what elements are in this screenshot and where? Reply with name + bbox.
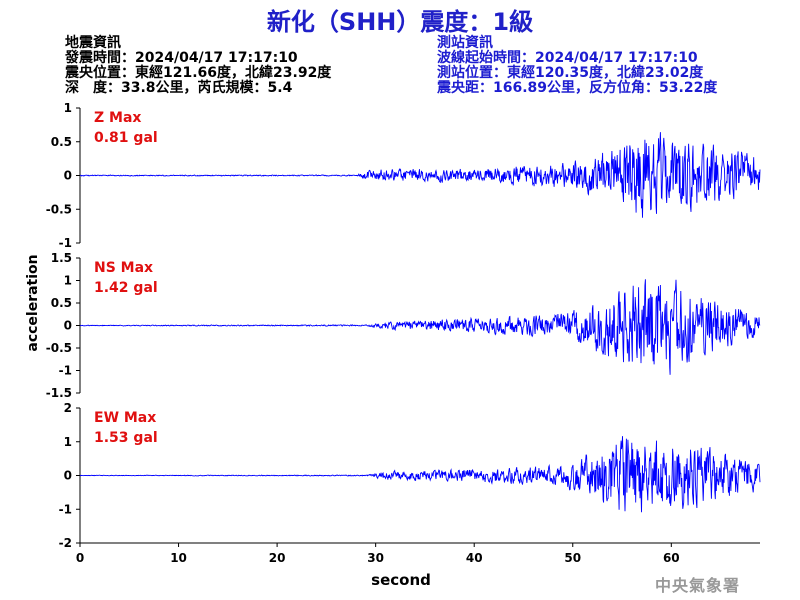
x-tick-label: 60 <box>663 551 680 565</box>
depth-magnitude: 深 度：33.8公里，芮氏規模：5.4 <box>65 80 293 96</box>
x-tick-label: 10 <box>170 551 187 565</box>
panel-max-EW: 1.53 gal <box>94 430 158 446</box>
x-tick-label: 50 <box>564 551 581 565</box>
y-tick-label: 1 <box>64 435 72 449</box>
x-tick-label: 20 <box>269 551 286 565</box>
y-axis-title: acceleration <box>25 254 41 351</box>
earthquake-info: 地震資訊 發震時間：2024/04/17 17:17:10 震央位置：東經121… <box>65 36 331 96</box>
panel-max-Z: 0.81 gal <box>94 130 158 146</box>
chart-title: 新化（SHH）震度：1級 <box>266 8 534 36</box>
y-tick-label: -1.5 <box>46 386 72 400</box>
panel-label-Z: Z Max <box>94 110 141 126</box>
panel-label-EW: EW Max <box>94 410 156 426</box>
y-tick-label: 0.5 <box>51 296 72 310</box>
waveform-EW <box>79 436 761 513</box>
y-tick-label: 1 <box>64 274 72 288</box>
waveform-start-time: 波線起始時間：2024/04/17 17:17:10 <box>437 50 698 66</box>
y-tick-label: 1.5 <box>51 251 72 265</box>
earthquake-time: 發震時間：2024/04/17 17:17:10 <box>65 50 298 66</box>
y-tick-label: -0.5 <box>46 341 72 355</box>
station-info: 測站資訊 波線起始時間：2024/04/17 17:17:10 測站位置：東經1… <box>437 36 717 96</box>
y-tick-label: 2 <box>64 401 72 415</box>
panel-max-NS: 1.42 gal <box>94 280 158 296</box>
x-axis-title: second <box>371 571 431 589</box>
epicenter-location: 震央位置：東經121.66度，北緯23.92度 <box>65 65 332 81</box>
distance-azimuth: 震央距：166.89公里，反方位角：53.22度 <box>437 80 718 96</box>
y-tick-label: 0 <box>64 469 72 483</box>
y-tick-label: 1 <box>64 101 72 115</box>
y-tick-label: 0 <box>64 319 72 333</box>
station-location: 測站位置：東經120.35度，北緯23.02度 <box>437 65 704 81</box>
x-tick-label: 40 <box>466 551 483 565</box>
y-tick-label: -1 <box>59 236 72 250</box>
y-tick-label: 0.5 <box>51 135 72 149</box>
y-tick-label: -2 <box>59 536 72 550</box>
waveform-Z <box>79 132 761 218</box>
y-tick-label: 0 <box>64 169 72 183</box>
y-tick-label: -1 <box>59 502 72 516</box>
agency-name: 中央氣象署 <box>655 576 741 595</box>
station-info-heading: 測站資訊 <box>437 35 493 51</box>
y-tick-label: -1 <box>59 364 72 378</box>
earthquake-info-heading: 地震資訊 <box>65 35 121 51</box>
x-tick-label: 0 <box>76 551 84 565</box>
waveform-NS <box>79 279 761 375</box>
panel-label-NS: NS Max <box>94 260 153 276</box>
y-tick-label: -0.5 <box>46 202 72 216</box>
x-tick-label: 30 <box>367 551 384 565</box>
